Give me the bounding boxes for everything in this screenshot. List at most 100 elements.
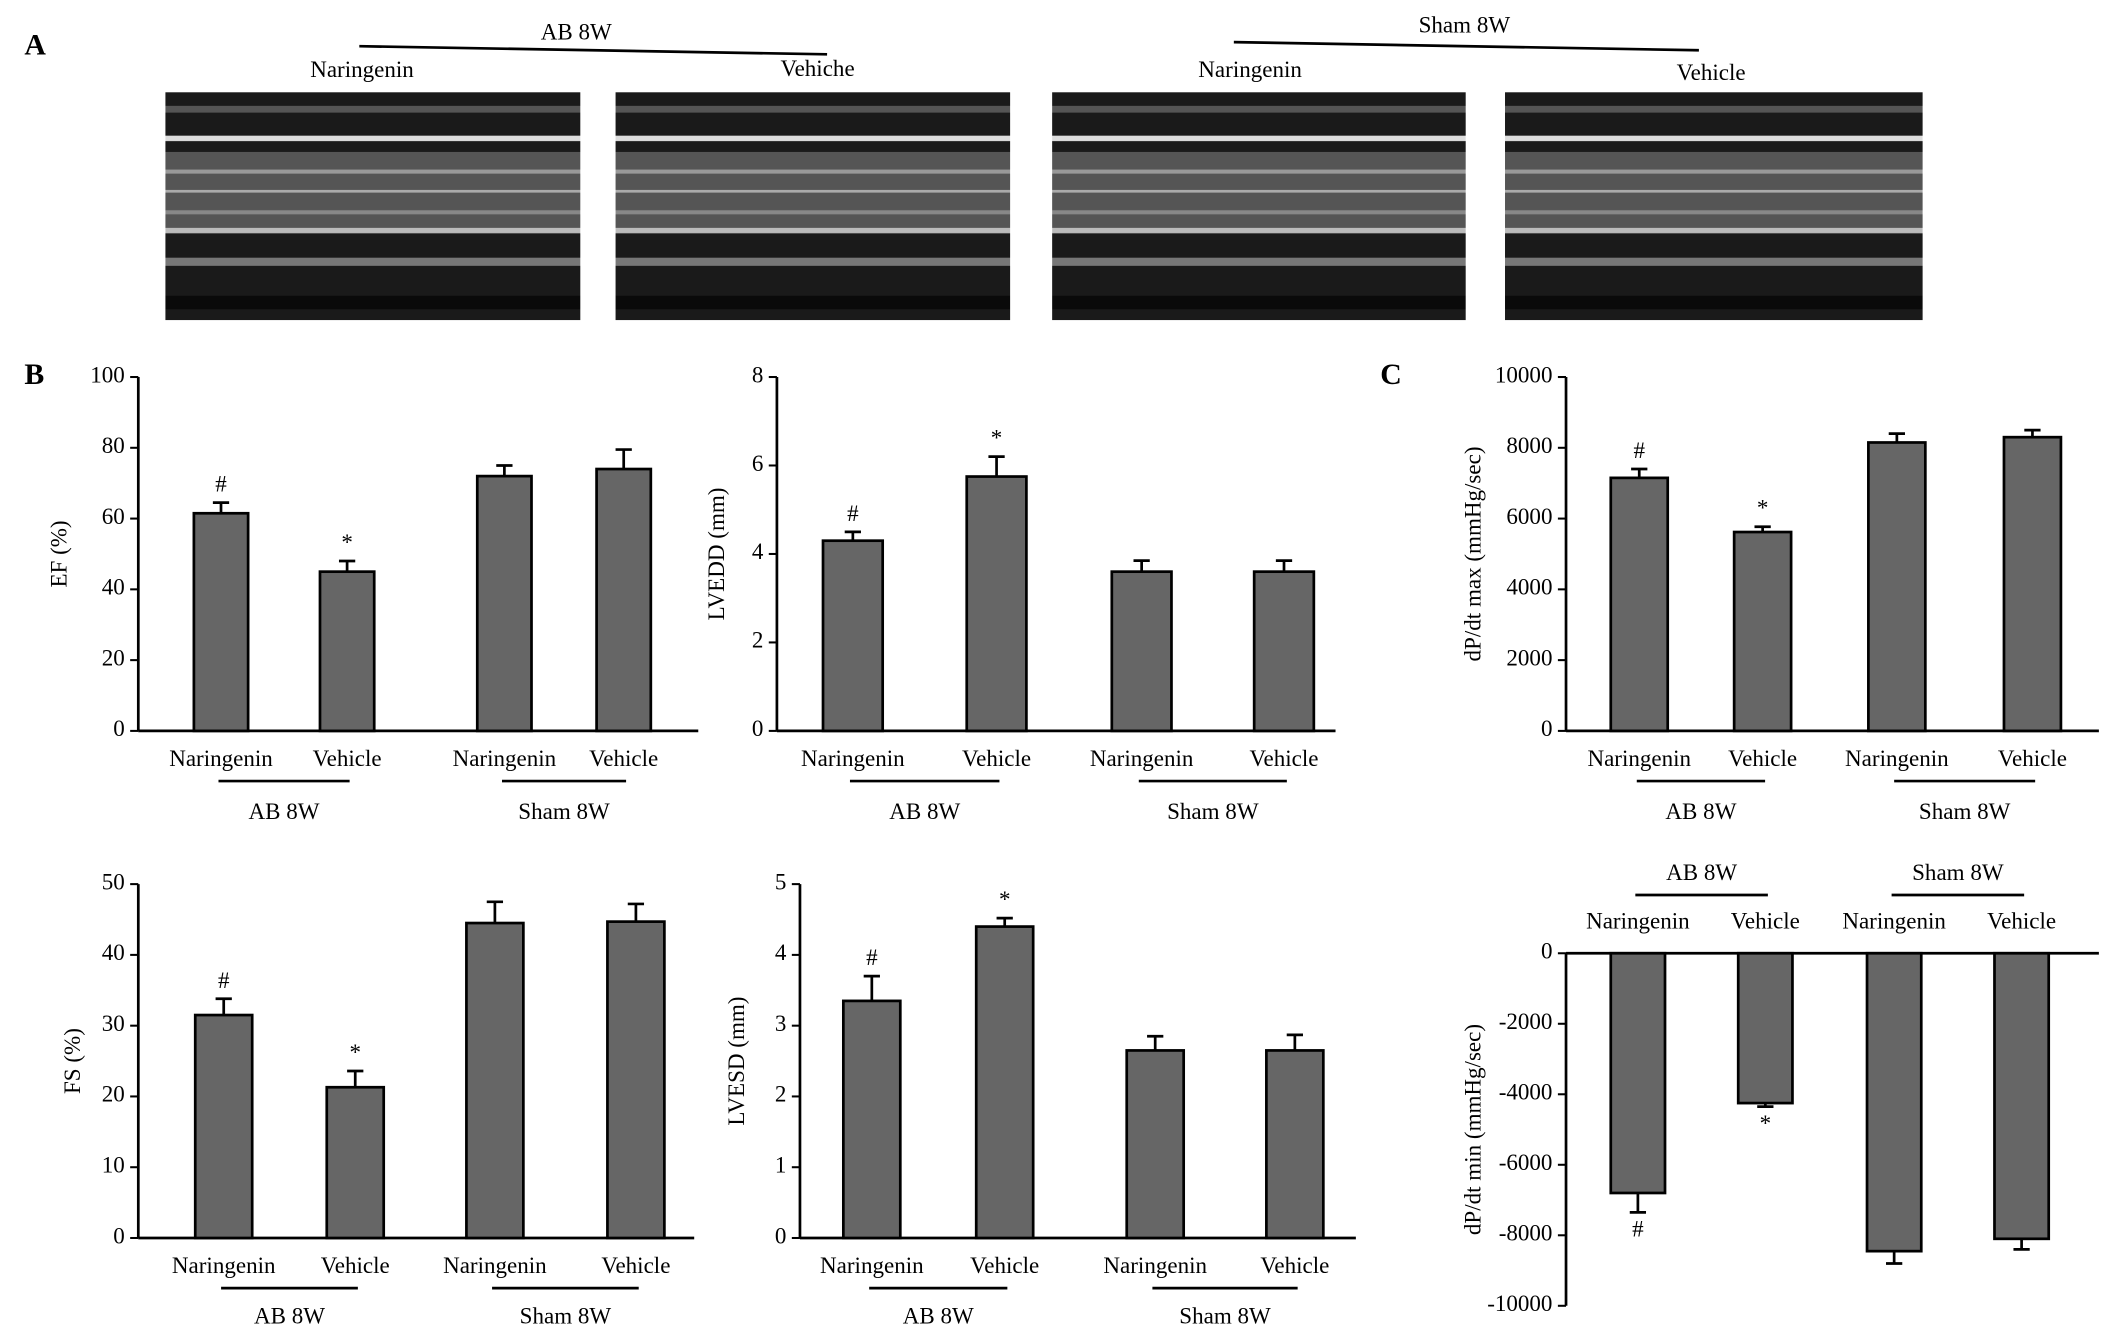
panel-label: B	[24, 358, 44, 391]
significance-marker: *	[349, 1039, 361, 1065]
y-tick-label: -10000	[1487, 1290, 1552, 1316]
bar	[193, 1013, 254, 1240]
group-label: Sham 8W	[520, 1302, 612, 1328]
bar	[841, 999, 902, 1240]
x-tick-label: Vehicle	[601, 1252, 670, 1278]
significance-marker: *	[341, 529, 353, 555]
group-label: Sham 8W	[1919, 798, 2011, 824]
x-tick-label: Vehicle	[313, 745, 382, 771]
x-tick-label: Vehicle	[970, 1252, 1039, 1278]
x-tick-label: Vehicle	[1728, 745, 1797, 771]
error-bar	[1757, 1103, 1774, 1108]
y-tick-label: 80	[102, 432, 125, 458]
x-tick-label: Naringenin	[169, 745, 273, 771]
group-label: Sham 8W	[1167, 798, 1259, 824]
bar	[1125, 1049, 1186, 1240]
y-axis-label: LVEDD (mm)	[703, 488, 729, 621]
panel-label: A	[24, 28, 46, 61]
y-tick-label: 0	[1541, 938, 1553, 964]
y-axis-label: LVESD (mm)	[723, 997, 749, 1126]
y-tick-label: 0	[113, 715, 125, 741]
significance-marker: #	[1633, 437, 1645, 463]
y-axis-label: dP/dt max (mmHg/sec)	[1459, 446, 1485, 661]
y-tick-label: 10000	[1495, 361, 1553, 387]
image-label: Naringenin	[310, 56, 414, 82]
y-tick-label: 0	[752, 715, 764, 741]
group-label: Sham 8W	[1419, 11, 1511, 37]
x-tick-label: Naringenin	[1845, 745, 1949, 771]
y-tick-label: 0	[1541, 715, 1553, 741]
y-tick-label: 4	[775, 939, 787, 965]
error-bar	[212, 501, 230, 514]
group-label: AB 8W	[1665, 798, 1736, 824]
error-bar	[1629, 1192, 1647, 1214]
bar	[965, 475, 1028, 733]
echo-image	[615, 92, 1011, 321]
bar	[2002, 435, 2063, 733]
group-label: AB 8W	[1666, 859, 1737, 885]
x-tick-label: Naringenin	[453, 745, 557, 771]
y-tick-label: 2	[752, 627, 764, 653]
y-tick-label: 0	[775, 1222, 787, 1248]
error-bar	[338, 559, 356, 572]
error-bar	[1275, 559, 1293, 572]
error-bar	[215, 997, 232, 1016]
x-tick-label: Naringenin	[172, 1252, 276, 1278]
bar	[465, 921, 525, 1240]
error-bar	[627, 902, 645, 922]
significance-marker: #	[215, 471, 227, 497]
error-bar	[2013, 1238, 2030, 1251]
bar	[1252, 570, 1316, 733]
echo-image	[1052, 92, 1466, 321]
image-label: Vehiche	[780, 55, 854, 81]
error-bar	[1147, 1034, 1164, 1051]
error-bar	[863, 974, 880, 1001]
x-tick-label: Vehicle	[1731, 908, 1800, 934]
panel-label: C	[1380, 358, 1402, 391]
y-tick-label: 6000	[1506, 503, 1552, 529]
x-tick-label: Vehicle	[1998, 745, 2067, 771]
echo-image	[165, 92, 581, 321]
x-tick-label: Vehicle	[589, 745, 658, 771]
group-label: AB 8W	[903, 1302, 974, 1328]
error-bar	[615, 448, 632, 470]
y-tick-label: 10	[102, 1152, 125, 1178]
error-bar	[486, 900, 504, 924]
y-tick-label: -6000	[1499, 1149, 1553, 1175]
bar	[606, 920, 666, 1240]
group-label: Sham 8W	[1912, 859, 2004, 885]
y-tick-label: -4000	[1499, 1079, 1553, 1105]
y-tick-label: 2	[775, 1081, 787, 1107]
image-label: Vehicle	[1677, 59, 1746, 85]
y-tick-label: -2000	[1499, 1008, 1553, 1034]
y-tick-label: 4	[752, 538, 764, 564]
y-axis-label: dP/dt min (mmHg/sec)	[1459, 1024, 1485, 1235]
y-tick-label: 6	[752, 450, 764, 476]
bar	[318, 570, 376, 733]
y-tick-label: 8000	[1506, 432, 1552, 458]
y-tick-label: 20	[102, 1081, 125, 1107]
x-tick-label: Naringenin	[820, 1252, 924, 1278]
y-tick-label: 40	[102, 574, 125, 600]
bar	[1736, 951, 1794, 1105]
image-label: Naringenin	[1198, 56, 1302, 82]
y-tick-label: 1	[775, 1152, 787, 1178]
significance-marker: *	[999, 886, 1011, 912]
bar	[1265, 1049, 1325, 1240]
bar	[595, 467, 653, 733]
error-bar	[996, 916, 1013, 927]
bar	[821, 539, 885, 733]
significance-marker: #	[218, 967, 230, 993]
y-tick-label: 2000	[1506, 644, 1552, 670]
significance-marker: #	[1632, 1216, 1644, 1242]
bar	[974, 925, 1035, 1240]
error-bar	[1133, 559, 1150, 572]
y-tick-label: -8000	[1499, 1220, 1553, 1246]
y-tick-label: 3	[775, 1010, 787, 1036]
x-tick-label: Vehicle	[321, 1252, 390, 1278]
error-bar	[347, 1069, 364, 1088]
bar	[1609, 951, 1667, 1195]
y-axis-label: FS (%)	[59, 1028, 85, 1094]
x-tick-label: Naringenin	[1586, 908, 1690, 934]
x-tick-label: Naringenin	[1103, 1252, 1207, 1278]
